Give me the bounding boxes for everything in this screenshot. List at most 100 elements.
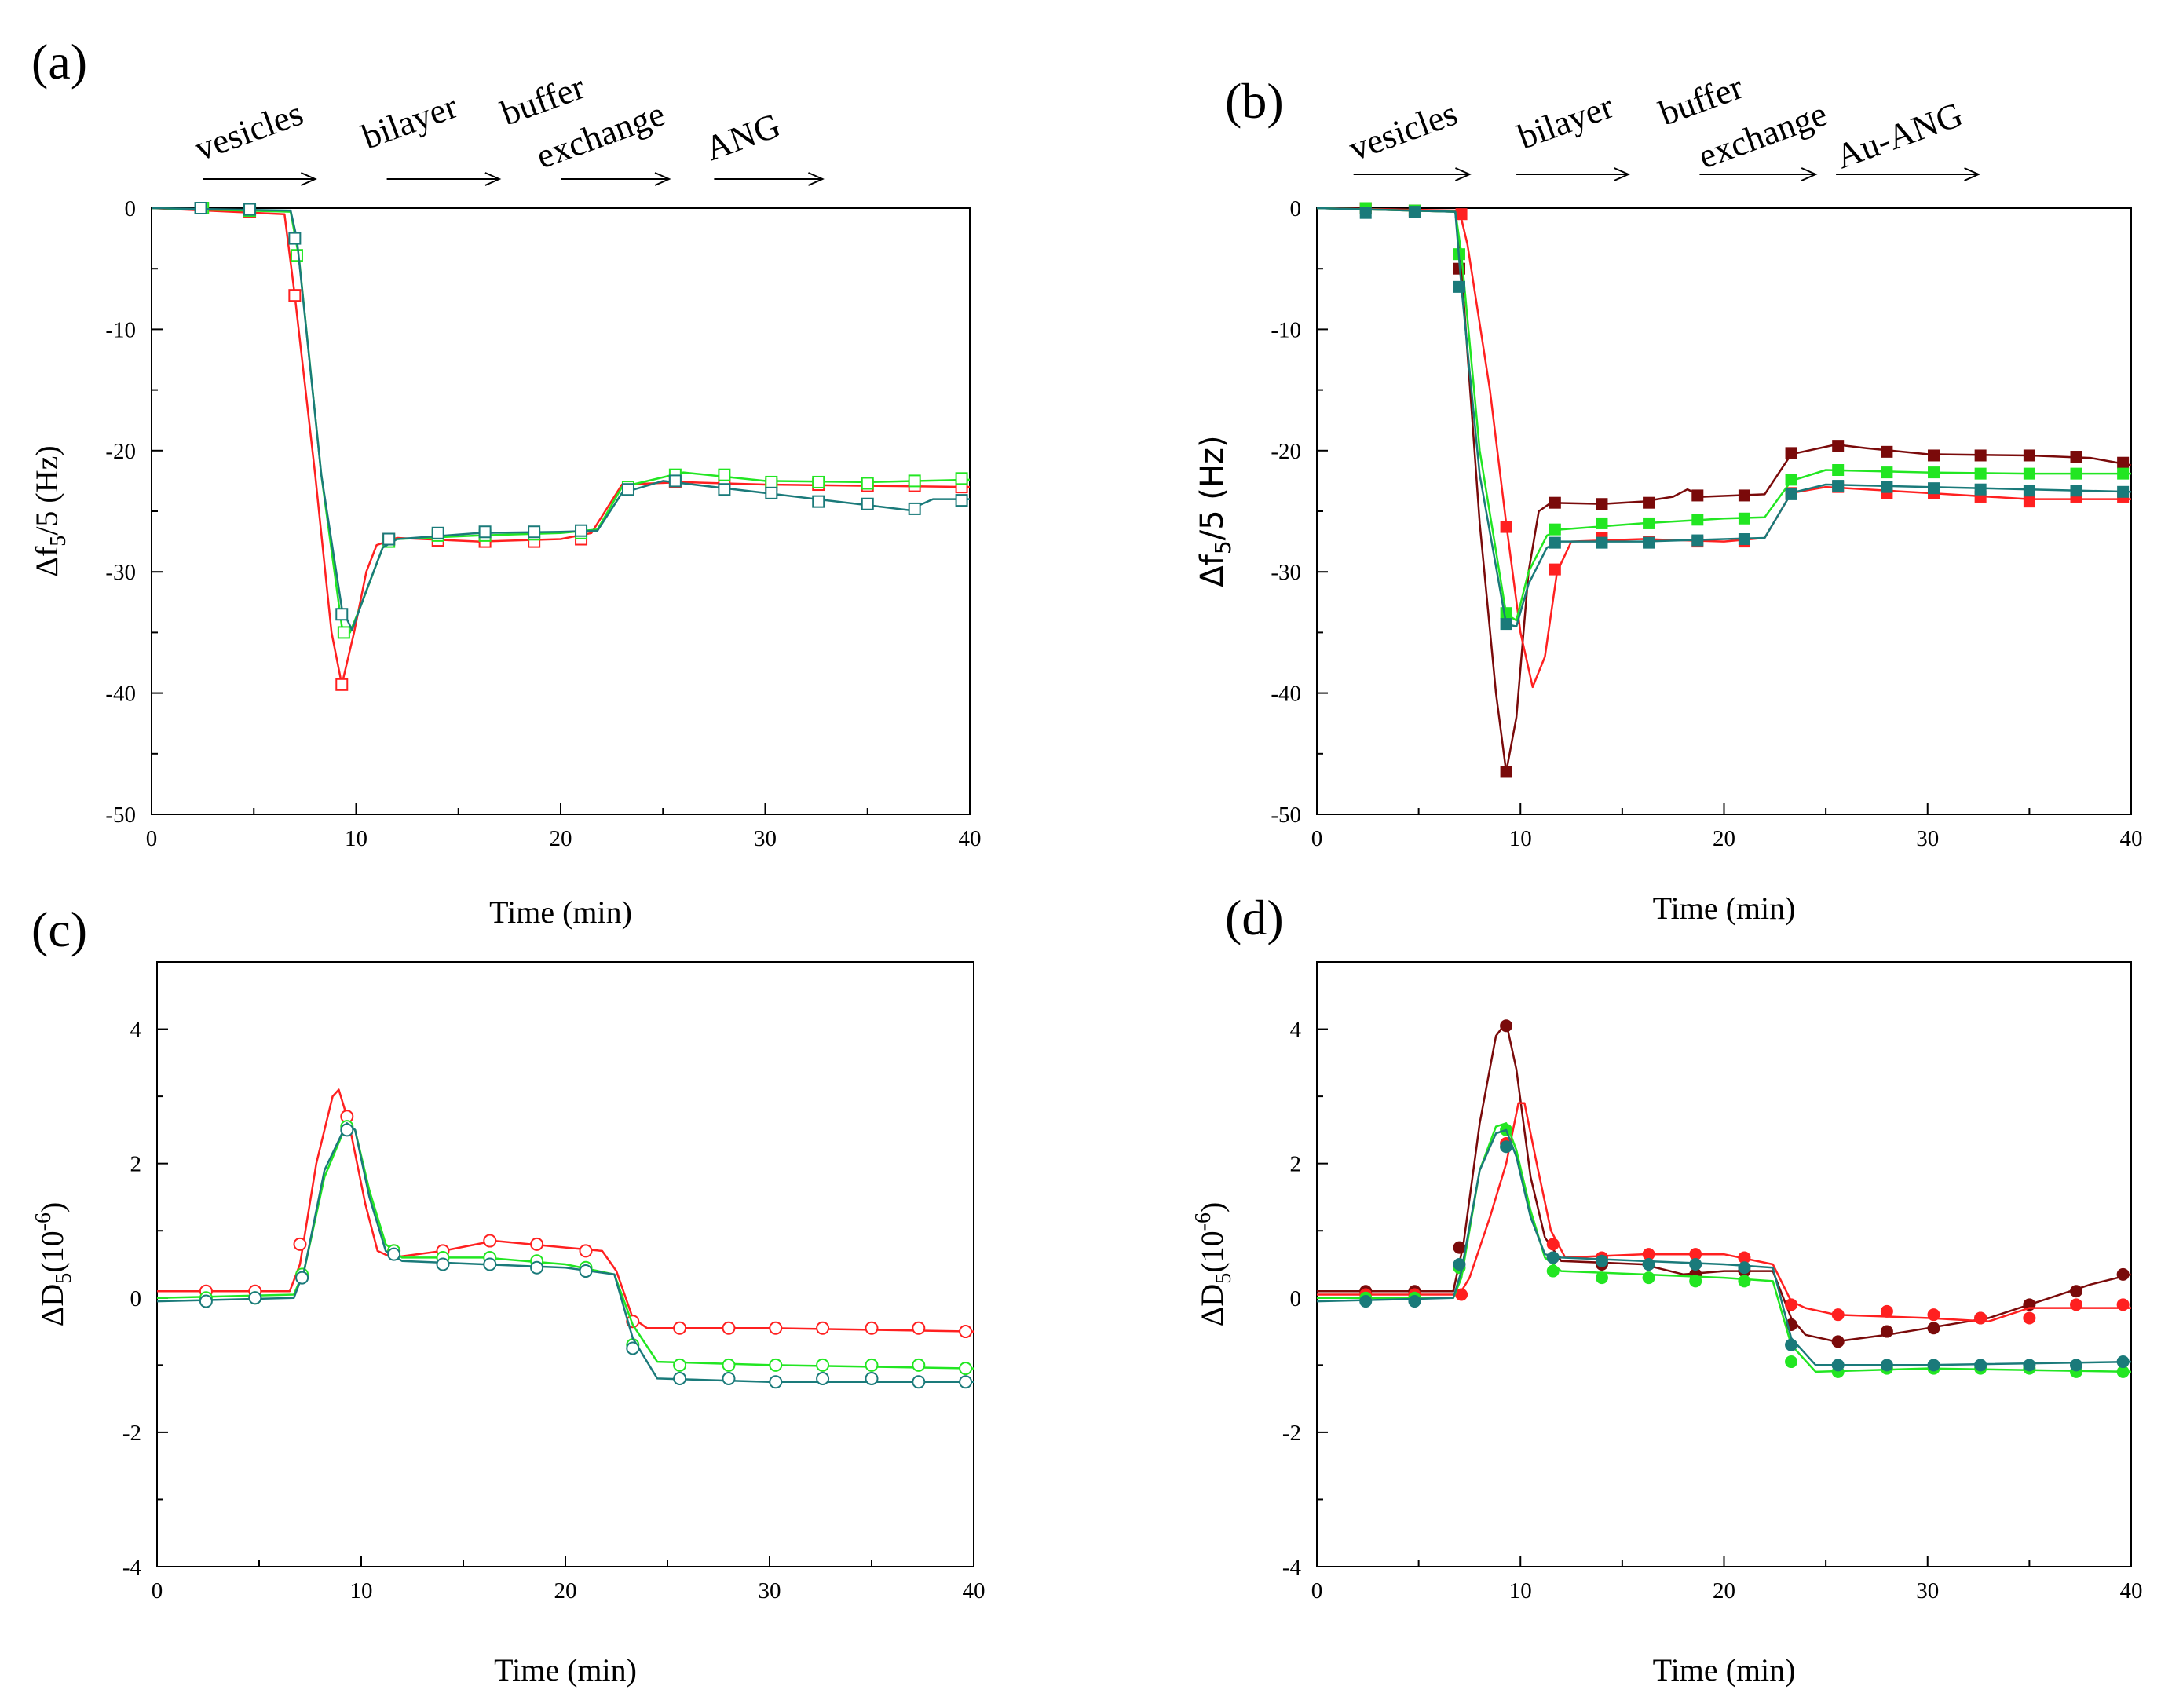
data-point bbox=[673, 1371, 687, 1385]
data-point bbox=[1880, 1325, 1893, 1338]
data-point bbox=[2070, 485, 2082, 497]
data-point bbox=[1359, 1295, 1373, 1308]
y-tick-label: 2 bbox=[130, 1152, 142, 1177]
data-point bbox=[1928, 466, 1940, 479]
x-axis-title: Time (min) bbox=[489, 894, 632, 930]
data-point bbox=[1691, 489, 1704, 502]
series-line-green bbox=[1317, 1122, 2132, 1373]
y-tick-label: -20 bbox=[105, 439, 136, 464]
series-line-green bbox=[1316, 207, 2131, 622]
step-arrow-head bbox=[808, 172, 825, 186]
data-point bbox=[1689, 1258, 1702, 1271]
y-axis-title: Δf5/5 (Hz) bbox=[29, 445, 71, 576]
data-point bbox=[575, 524, 588, 537]
data-point bbox=[1785, 474, 1797, 486]
data-point bbox=[769, 1358, 783, 1372]
y-axis-title-main: Δf bbox=[29, 546, 64, 577]
series-green bbox=[1316, 202, 2131, 622]
y-axis-title: Δf5/5 (Hz) bbox=[1194, 435, 1236, 587]
step-arrow-head bbox=[484, 172, 502, 186]
x-tick-label: 10 bbox=[1509, 826, 1532, 851]
y-tick-label: -10 bbox=[105, 317, 136, 342]
data-point bbox=[1500, 521, 1512, 533]
data-point bbox=[1549, 496, 1561, 509]
data-point bbox=[1928, 449, 1940, 462]
panel-b: (b) 0 10 20 30 40 0 -10 -20 -30 -40 -50 Time (min) Δf… bbox=[1194, 67, 2143, 926]
data-point bbox=[1880, 1304, 1893, 1318]
data-point bbox=[1408, 206, 1421, 218]
data-point bbox=[1974, 483, 1987, 496]
data-point bbox=[769, 1321, 783, 1335]
y-tick-label: -20 bbox=[1271, 439, 1301, 464]
data-point bbox=[1785, 1355, 1798, 1369]
data-point bbox=[722, 1321, 736, 1335]
x-tick-label: 20 bbox=[1713, 826, 1735, 851]
y-tick-label: 0 bbox=[130, 1286, 142, 1311]
data-point bbox=[1927, 1322, 1940, 1335]
data-point bbox=[621, 483, 634, 496]
data-point bbox=[243, 203, 257, 216]
y-axis-title-superscript: -6 bbox=[31, 1212, 56, 1231]
panel-a: (a) 0 10 20 30 40 0 -10 -20 -30 -40 -50 Time (min) Δf… bbox=[29, 34, 982, 930]
data-point bbox=[1785, 1298, 1798, 1311]
series-red bbox=[1316, 202, 2131, 689]
data-point bbox=[2116, 1355, 2130, 1369]
data-point bbox=[199, 1294, 213, 1308]
data-point bbox=[816, 1371, 830, 1385]
data-point bbox=[865, 1358, 879, 1372]
data-point bbox=[290, 249, 303, 262]
series-teal bbox=[1316, 1128, 2132, 1372]
y-axis-title-close: ) bbox=[1194, 1202, 1230, 1212]
data-point bbox=[288, 232, 302, 245]
data-point bbox=[2070, 467, 2082, 480]
data-point bbox=[1500, 1140, 1513, 1154]
data-point bbox=[1832, 464, 1845, 477]
series-teal bbox=[151, 202, 970, 631]
y-tick-label: 4 bbox=[130, 1018, 142, 1043]
data-point bbox=[387, 1247, 401, 1261]
data-point bbox=[530, 1237, 544, 1251]
x-tick-label: 0 bbox=[1311, 1578, 1323, 1604]
series-green bbox=[151, 202, 971, 639]
series-line-red bbox=[1317, 1102, 2131, 1322]
series-line-teal bbox=[151, 207, 970, 631]
data-point bbox=[816, 1358, 830, 1372]
data-point bbox=[955, 472, 968, 485]
y-axis-title: ΔD5(10-6) bbox=[31, 1202, 76, 1327]
x-tick-label: 20 bbox=[550, 826, 572, 851]
x-tick-label: 40 bbox=[959, 826, 982, 851]
panel-label: (b) bbox=[1225, 73, 1284, 129]
data-point bbox=[2023, 1311, 2036, 1325]
data-point bbox=[1691, 514, 1704, 526]
data-point bbox=[1880, 1359, 1893, 1372]
y-tick-label: -40 bbox=[1271, 682, 1301, 707]
data-point bbox=[765, 475, 778, 488]
y-axis-title-rest: /5 (Hz) bbox=[29, 445, 64, 535]
step-label-au-ang: Au-ANG bbox=[1830, 94, 1967, 176]
series-line-green bbox=[156, 1122, 974, 1370]
data-point bbox=[295, 1271, 309, 1285]
data-point bbox=[1643, 496, 1655, 509]
data-point bbox=[1455, 208, 1468, 221]
series-darkred bbox=[1316, 202, 2132, 778]
data-point bbox=[194, 202, 207, 214]
data-point bbox=[248, 1291, 262, 1305]
data-point bbox=[718, 483, 731, 496]
y-tick-label: -4 bbox=[1282, 1555, 1302, 1580]
data-point bbox=[1974, 1311, 1987, 1325]
y-tick-label: 0 bbox=[1290, 1286, 1302, 1311]
data-point bbox=[288, 289, 302, 302]
y-tick-label: -4 bbox=[122, 1555, 142, 1580]
y-tick-label: 4 bbox=[1290, 1018, 1302, 1043]
data-point bbox=[1927, 1308, 1940, 1322]
series-red bbox=[151, 202, 971, 691]
data-point bbox=[2070, 451, 2082, 463]
data-point bbox=[718, 468, 731, 481]
step-label-ang: ANG bbox=[700, 105, 785, 168]
y-axis-title-rest: /5 (Hz) bbox=[1194, 435, 1230, 540]
y-axis-title-main: ΔD bbox=[1194, 1284, 1230, 1327]
data-point bbox=[431, 526, 444, 539]
step-arrow-head bbox=[300, 172, 317, 186]
data-point bbox=[1549, 563, 1561, 576]
